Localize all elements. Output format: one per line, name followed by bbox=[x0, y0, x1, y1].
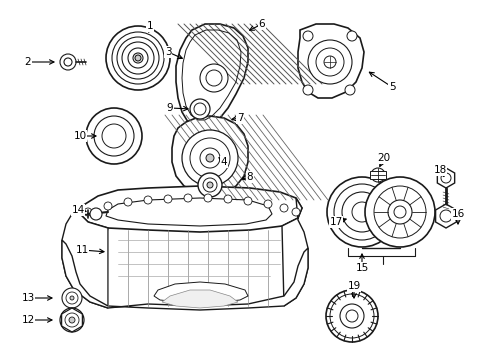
Circle shape bbox=[106, 26, 170, 90]
Text: 3: 3 bbox=[164, 47, 171, 57]
Circle shape bbox=[439, 210, 451, 222]
Text: 4: 4 bbox=[220, 157, 227, 167]
Circle shape bbox=[387, 200, 411, 224]
Circle shape bbox=[200, 148, 220, 168]
Circle shape bbox=[122, 42, 154, 74]
Polygon shape bbox=[369, 171, 385, 179]
Circle shape bbox=[303, 85, 312, 95]
Circle shape bbox=[65, 313, 79, 327]
Circle shape bbox=[133, 53, 142, 63]
Text: 2: 2 bbox=[24, 57, 31, 67]
Circle shape bbox=[102, 124, 126, 148]
Circle shape bbox=[86, 108, 142, 164]
Circle shape bbox=[280, 204, 287, 212]
Text: 11: 11 bbox=[75, 245, 88, 255]
Circle shape bbox=[128, 48, 148, 68]
Circle shape bbox=[341, 192, 381, 232]
Circle shape bbox=[205, 70, 222, 86]
Circle shape bbox=[346, 31, 356, 41]
Circle shape bbox=[393, 206, 405, 218]
Circle shape bbox=[345, 85, 354, 95]
Text: 20: 20 bbox=[377, 153, 390, 163]
Circle shape bbox=[94, 116, 134, 156]
Circle shape bbox=[333, 184, 389, 240]
Circle shape bbox=[244, 197, 251, 205]
Circle shape bbox=[60, 308, 84, 332]
Polygon shape bbox=[436, 168, 454, 188]
Circle shape bbox=[64, 58, 72, 66]
Polygon shape bbox=[282, 198, 307, 306]
Circle shape bbox=[364, 177, 434, 247]
Circle shape bbox=[183, 194, 192, 202]
Circle shape bbox=[264, 200, 271, 208]
Circle shape bbox=[329, 294, 373, 338]
Circle shape bbox=[124, 198, 132, 206]
Text: 16: 16 bbox=[450, 209, 464, 219]
Circle shape bbox=[200, 64, 227, 92]
Polygon shape bbox=[297, 24, 363, 98]
Circle shape bbox=[351, 202, 371, 222]
Circle shape bbox=[117, 37, 159, 79]
Circle shape bbox=[370, 168, 384, 182]
Text: 1: 1 bbox=[146, 21, 153, 31]
Circle shape bbox=[62, 288, 82, 308]
Circle shape bbox=[190, 138, 229, 178]
Circle shape bbox=[143, 196, 152, 204]
Circle shape bbox=[198, 173, 222, 197]
Circle shape bbox=[84, 208, 92, 216]
Circle shape bbox=[66, 292, 78, 304]
Circle shape bbox=[303, 31, 312, 41]
Circle shape bbox=[112, 32, 163, 84]
Text: 7: 7 bbox=[236, 113, 243, 123]
Circle shape bbox=[163, 195, 172, 203]
Circle shape bbox=[339, 304, 363, 328]
Text: 14: 14 bbox=[71, 205, 84, 215]
Circle shape bbox=[194, 103, 205, 115]
Polygon shape bbox=[154, 282, 247, 304]
Circle shape bbox=[315, 48, 343, 76]
Circle shape bbox=[206, 182, 213, 188]
Circle shape bbox=[307, 40, 351, 84]
Text: 19: 19 bbox=[346, 281, 360, 291]
Circle shape bbox=[104, 202, 112, 210]
Circle shape bbox=[224, 195, 231, 203]
Text: 8: 8 bbox=[246, 172, 253, 182]
Polygon shape bbox=[62, 206, 108, 308]
Text: 10: 10 bbox=[73, 131, 86, 141]
Circle shape bbox=[326, 177, 396, 247]
Circle shape bbox=[203, 178, 217, 192]
Polygon shape bbox=[62, 240, 307, 310]
Text: 6: 6 bbox=[258, 19, 265, 29]
Circle shape bbox=[70, 296, 74, 300]
Circle shape bbox=[324, 56, 335, 68]
Text: 15: 15 bbox=[355, 263, 368, 273]
Circle shape bbox=[346, 310, 357, 322]
Text: 18: 18 bbox=[432, 165, 446, 175]
Circle shape bbox=[205, 154, 214, 162]
Circle shape bbox=[325, 290, 377, 342]
Text: 13: 13 bbox=[21, 293, 35, 303]
Circle shape bbox=[291, 208, 299, 216]
Circle shape bbox=[60, 54, 76, 70]
Circle shape bbox=[69, 317, 75, 323]
Circle shape bbox=[135, 55, 141, 61]
Polygon shape bbox=[176, 24, 247, 128]
Circle shape bbox=[90, 208, 102, 220]
Text: 17: 17 bbox=[329, 217, 342, 227]
Polygon shape bbox=[80, 186, 302, 232]
Text: 12: 12 bbox=[21, 315, 35, 325]
Polygon shape bbox=[172, 116, 247, 194]
Polygon shape bbox=[162, 290, 238, 308]
Polygon shape bbox=[435, 204, 455, 228]
Text: 5: 5 bbox=[388, 82, 394, 92]
Circle shape bbox=[182, 130, 238, 186]
Circle shape bbox=[440, 173, 450, 183]
Circle shape bbox=[190, 99, 209, 119]
Circle shape bbox=[203, 194, 212, 202]
Text: 9: 9 bbox=[166, 103, 173, 113]
